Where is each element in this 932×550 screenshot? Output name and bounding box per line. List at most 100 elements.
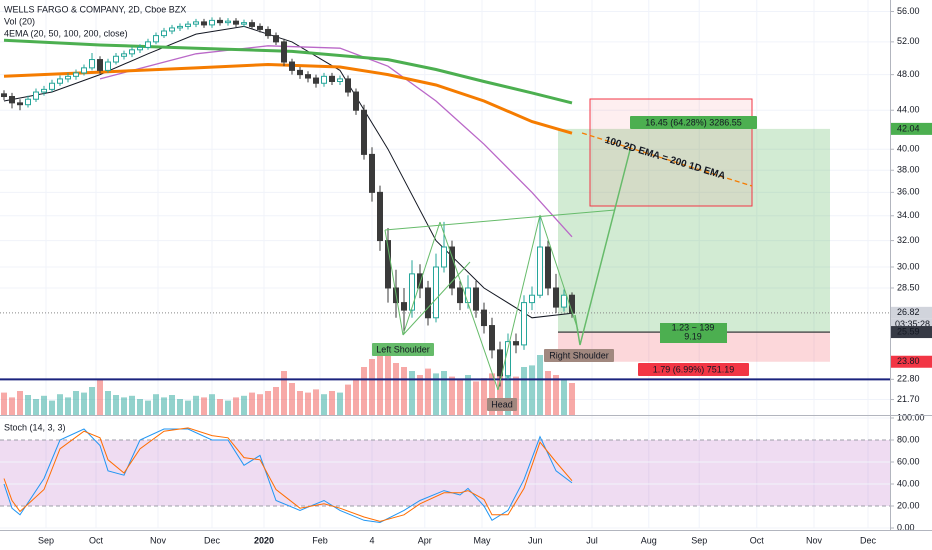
volume-label: Vol (20) (4, 16, 35, 26)
head-box (487, 398, 517, 411)
pattern-line (497, 214, 541, 391)
x-tick-label: May (473, 535, 491, 545)
candle-body (321, 75, 327, 84)
y-tick-label: 40.00 (897, 144, 920, 154)
volume-bar (177, 399, 183, 415)
candle-body (81, 67, 87, 74)
candle-body (441, 246, 447, 268)
volume-bar (233, 397, 239, 415)
volume-bar (441, 371, 447, 415)
candle-body (161, 30, 167, 37)
candle-body (233, 20, 239, 25)
volume-bar (169, 395, 175, 415)
volume-bar (113, 395, 119, 415)
volume-bar (521, 367, 527, 415)
stoch-tick-label: 20.00 (897, 500, 920, 510)
candle-body (289, 61, 295, 71)
volume-bar (281, 371, 287, 415)
candle-body (25, 98, 31, 106)
candle-body (121, 53, 127, 57)
volume-bar (561, 379, 567, 415)
volume-bar (65, 397, 71, 415)
y-tick-label: 52.00 (897, 36, 920, 46)
ema-line (99, 45, 573, 238)
pattern-line (439, 221, 499, 391)
candle-body (513, 341, 519, 346)
candle-body (73, 72, 79, 77)
x-tick-label: Feb (312, 535, 328, 545)
volume-bar (249, 392, 255, 415)
volume-bar (321, 394, 327, 415)
volume-bar (537, 355, 543, 415)
pattern-line (384, 229, 404, 336)
volume-bar (9, 397, 15, 415)
candle-body (497, 349, 503, 377)
volume-bar (297, 391, 303, 415)
projection-box (589, 98, 753, 207)
stoch-tick-label: 0.00 (897, 522, 915, 532)
volume-bar (369, 359, 375, 415)
left-shoulder-box (372, 343, 434, 356)
volume-bar (353, 379, 359, 415)
volume-bar (545, 371, 551, 415)
candle-body (361, 109, 367, 155)
volume-bar (97, 379, 103, 415)
volume-bar (481, 378, 487, 415)
candle-body (105, 61, 111, 71)
volume-bar (1, 392, 7, 415)
stoch-line (3, 428, 573, 524)
volume-bar (449, 376, 455, 415)
candle-body (473, 287, 479, 311)
candle-body (409, 273, 415, 311)
y-tick-label: 30.00 (897, 261, 920, 271)
volume-bar (457, 379, 463, 415)
price-badge-label: 42.04 (897, 123, 920, 133)
stoch-tick-label: 60.00 (897, 456, 920, 466)
volume-bar (89, 387, 95, 415)
volume-bar (129, 395, 135, 415)
stoch-line (3, 427, 573, 522)
x-tick-label: Apr (418, 535, 432, 545)
x-tick-label: Nov (150, 535, 167, 545)
left-shoulder: Left Shoulder (376, 344, 430, 354)
stoch-label: Stoch (14, 3, 3) (4, 422, 66, 432)
candle-body (305, 74, 311, 79)
price-badge (891, 306, 932, 319)
x-tick-label: Dec (860, 535, 877, 545)
candle-body (97, 59, 103, 71)
volume-bar (273, 387, 279, 415)
pattern-line (539, 214, 579, 331)
candle-body (553, 287, 559, 308)
volume-bar (313, 389, 319, 415)
y-tick-label: 22.80 (897, 374, 920, 384)
candle-body (401, 302, 407, 311)
candle-body (57, 78, 63, 84)
candle-body (33, 91, 39, 100)
candle-body (241, 22, 247, 25)
x-tick-label: Jun (528, 535, 543, 545)
price-badge (891, 355, 932, 368)
volume-bar (25, 395, 31, 415)
forecast-line (574, 149, 631, 346)
x-tick-label: Sep (691, 535, 707, 545)
volume-bar (153, 394, 159, 415)
stoch-tick-label: 80.00 (897, 434, 920, 444)
volume-bar (225, 400, 231, 415)
volume-bar (289, 383, 295, 415)
volume-bar (305, 392, 311, 415)
candle-body (449, 246, 455, 289)
countdown: 03:35:28 (895, 319, 930, 329)
candle-body (113, 55, 119, 63)
qty-label: 9.19 (684, 331, 702, 341)
volume-bar (345, 384, 351, 415)
volume-bar (49, 400, 55, 415)
candle-body (193, 21, 199, 25)
y-tick-label: 48.00 (897, 69, 920, 79)
volume-bar (553, 375, 559, 415)
x-tick-label: Nov (806, 535, 823, 545)
candle-body (377, 191, 383, 242)
candle-body (337, 78, 343, 83)
volume-bar (57, 394, 63, 415)
volume-bar (361, 367, 367, 415)
